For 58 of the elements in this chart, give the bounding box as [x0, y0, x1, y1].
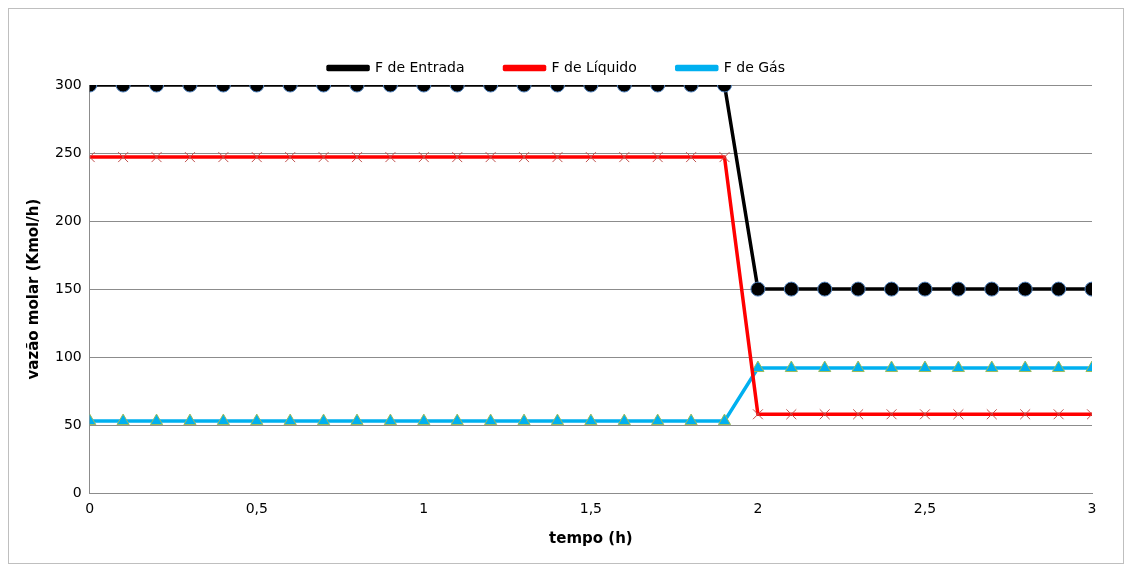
point: [350, 413, 364, 426]
point: [183, 413, 197, 426]
point: [450, 413, 464, 426]
point: [884, 360, 899, 373]
point: [1018, 360, 1032, 373]
x-axis-title: tempo (h): [549, 528, 633, 547]
point: [917, 281, 933, 297]
point: [817, 281, 833, 297]
point: [517, 413, 531, 426]
legend-label: F de Entrada: [375, 58, 465, 75]
point: [417, 413, 431, 426]
x-tick-label: 1,5: [579, 500, 602, 517]
point: [850, 281, 866, 297]
point: [950, 281, 966, 297]
point: [1052, 360, 1066, 373]
y-tick-label: 50: [63, 415, 82, 432]
point: [750, 281, 766, 297]
point: [884, 281, 900, 297]
point: [383, 413, 397, 426]
point: [818, 360, 832, 373]
point: [783, 281, 799, 297]
point: [149, 413, 164, 426]
point: [851, 360, 865, 373]
point: [584, 413, 598, 426]
point: [550, 413, 565, 426]
point: [918, 360, 932, 373]
point: [1051, 281, 1067, 297]
point: [985, 360, 999, 373]
point: [651, 413, 665, 426]
point: [317, 413, 331, 426]
point: [1017, 281, 1033, 297]
point: [283, 413, 297, 426]
point: [684, 413, 698, 426]
y-tick-label: 150: [54, 279, 82, 296]
point: [484, 413, 498, 426]
point: [216, 413, 230, 426]
point: [751, 360, 765, 373]
legend-label: F de Gás: [723, 58, 785, 75]
point: [717, 413, 732, 426]
point: [617, 413, 631, 426]
y-tick-label: 300: [54, 75, 82, 92]
y-tick-label: 0: [72, 483, 82, 500]
y-axis-title: vazão molar (Kmol/h): [23, 198, 42, 380]
x-tick-label: 3: [1087, 500, 1097, 517]
point: [984, 281, 1000, 297]
y-tick-label: 250: [54, 143, 82, 160]
y-tick-label: 200: [54, 211, 82, 228]
x-tick-label: 1: [419, 500, 429, 517]
point: [116, 413, 130, 426]
legend-label: F de Líquido: [551, 58, 637, 75]
point: [250, 413, 264, 426]
x-tick-label: 2,5: [913, 500, 937, 517]
x-tick-label: 0,5: [245, 500, 268, 517]
y-tick-label: 100: [54, 347, 82, 364]
x-tick-label: 2: [753, 500, 763, 517]
point: [951, 360, 965, 373]
point: [784, 360, 798, 373]
x-tick-label: 0: [85, 500, 95, 517]
